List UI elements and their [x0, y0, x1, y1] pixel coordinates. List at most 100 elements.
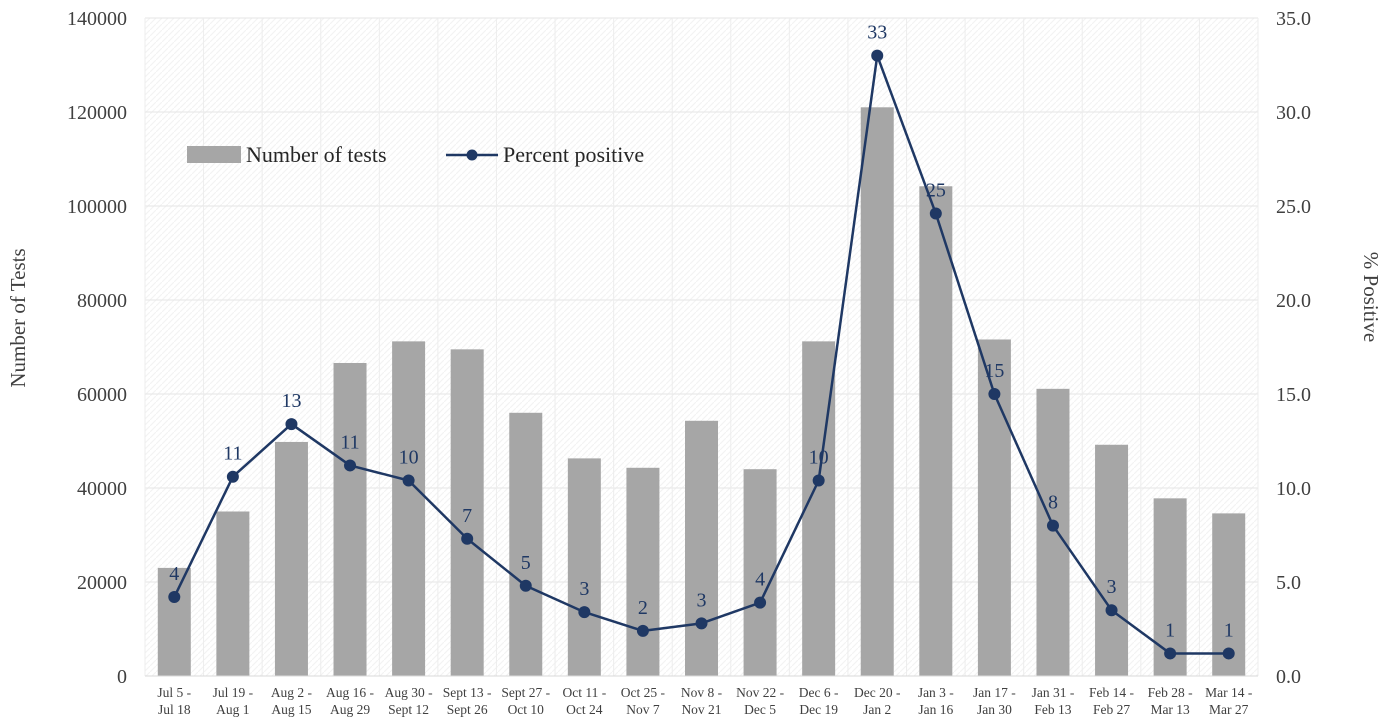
x-tick-label: Dec 6 -Dec 19	[799, 685, 839, 717]
legend-label-tests: Number of tests	[246, 142, 387, 167]
y-tick-label: 40000	[77, 478, 127, 500]
bar	[685, 420, 718, 676]
data-label: 25	[926, 180, 946, 202]
x-tick-label: Jul 5 -Jul 18	[157, 685, 191, 717]
line-point	[812, 474, 825, 487]
line-point	[929, 207, 942, 220]
legend-label-percent: Percent positive	[503, 142, 644, 167]
line-point	[1222, 647, 1235, 660]
y2-axis-title: % Positive	[1359, 252, 1383, 342]
y-tick-label: 60000	[77, 384, 127, 406]
data-label: 7	[462, 505, 472, 527]
data-label: 15	[984, 360, 1004, 382]
y2-tick-label: 15.0	[1276, 384, 1311, 406]
bar	[860, 107, 894, 677]
y-tick-label: 140000	[67, 8, 127, 30]
line-point	[1164, 647, 1177, 660]
bar	[157, 567, 191, 676]
bar	[216, 511, 250, 676]
data-label: 10	[809, 446, 829, 468]
x-tick-label: Dec 20 -Jan 2	[854, 685, 901, 717]
line-point	[402, 474, 415, 487]
x-tick-label: Nov 8 -Nov 21	[681, 685, 723, 717]
bar	[919, 186, 953, 676]
line-point	[636, 624, 649, 637]
x-tick-label: Mar 14 -Mar 27	[1205, 685, 1253, 717]
legend-bar-swatch	[187, 146, 241, 163]
y-axis-title: Number of Tests	[6, 248, 30, 387]
line-point	[344, 459, 357, 472]
legend: Number of tests Percent positive	[187, 142, 644, 167]
bar	[1036, 388, 1070, 676]
bar-series	[157, 107, 1246, 677]
bar	[274, 441, 308, 676]
y-tick-label: 80000	[77, 290, 127, 312]
data-label: 11	[223, 443, 242, 465]
axes: 0 20000 40000 60000 80000 100000 120000 140000 0…	[67, 8, 1311, 717]
bar	[392, 341, 426, 676]
data-label: 33	[867, 22, 887, 44]
x-tick-label: Oct 11 -Oct 24	[562, 685, 606, 717]
x-tick-label: Oct 25 -Nov 7	[621, 685, 666, 717]
x-tick-label: Jan 17 -Jan 30	[973, 685, 1016, 717]
legend-marker	[466, 149, 478, 161]
data-label: 3	[579, 578, 589, 600]
data-label: 5	[521, 552, 531, 574]
x-tick-label: Nov 22 -Dec 5	[736, 685, 784, 717]
line-series	[168, 49, 1235, 660]
x-tick-label: Jan 31 -Feb 13	[1032, 685, 1075, 717]
bar	[509, 412, 543, 676]
x-tick-label: Aug 2 -Aug 15	[271, 685, 313, 717]
data-label: 13	[281, 390, 301, 412]
data-label: 11	[340, 431, 359, 453]
y2-tick-label: 10.0	[1276, 478, 1311, 500]
line-point	[988, 388, 1001, 400]
x-tick-label: Jul 19 -Aug 1	[213, 685, 254, 717]
line-point	[1046, 519, 1059, 532]
line-point	[578, 606, 591, 619]
x-tick-label: Aug 30 -Sept 12	[385, 685, 433, 717]
line-point	[695, 617, 708, 630]
data-label: 3	[1107, 576, 1117, 598]
data-label: 4	[755, 569, 765, 591]
line-point	[1105, 604, 1118, 617]
x-tick-label: Feb 14 -Feb 27	[1089, 685, 1135, 717]
y2-tick-label: 20.0	[1276, 290, 1311, 312]
y-tick-label: 0	[117, 666, 127, 688]
bar	[333, 362, 367, 676]
y2-tick-label: 35.0	[1276, 8, 1311, 30]
bar	[626, 467, 660, 676]
data-label: 8	[1048, 492, 1058, 514]
x-tick-label: Jan 3 -Jan 16	[918, 685, 954, 717]
data-label: 10	[399, 446, 419, 468]
line-point	[461, 532, 474, 545]
y2-tick-label: 25.0	[1276, 196, 1311, 218]
bar	[1095, 444, 1129, 676]
data-label: 3	[697, 589, 707, 611]
y-tick-label: 120000	[67, 102, 127, 124]
line-point	[871, 49, 884, 62]
bar	[743, 469, 777, 676]
x-tick-label: Aug 16 -Aug 29	[326, 685, 374, 717]
x-tick-label: Sept 13 -Sept 26	[443, 685, 492, 717]
y-tick-label: 100000	[67, 196, 127, 218]
data-label: 4	[169, 563, 179, 585]
y2-tick-label: 0.0	[1276, 666, 1301, 688]
line-point	[519, 579, 532, 592]
data-label: 2	[638, 597, 648, 619]
bar	[567, 458, 601, 676]
line-point	[168, 591, 181, 604]
line-point	[285, 418, 298, 431]
y2-tick-label: 5.0	[1276, 572, 1301, 594]
gridlines	[144, 17, 1259, 677]
x-tick-label: Feb 28 -Mar 13	[1148, 685, 1194, 717]
y2-tick-label: 30.0	[1276, 102, 1311, 124]
y-tick-label: 20000	[77, 572, 127, 594]
x-tick-label: Sept 27 -Oct 10	[501, 685, 550, 717]
data-label: 1	[1224, 619, 1234, 641]
line-point	[226, 470, 239, 483]
line-point	[754, 596, 767, 609]
bar	[450, 349, 484, 676]
